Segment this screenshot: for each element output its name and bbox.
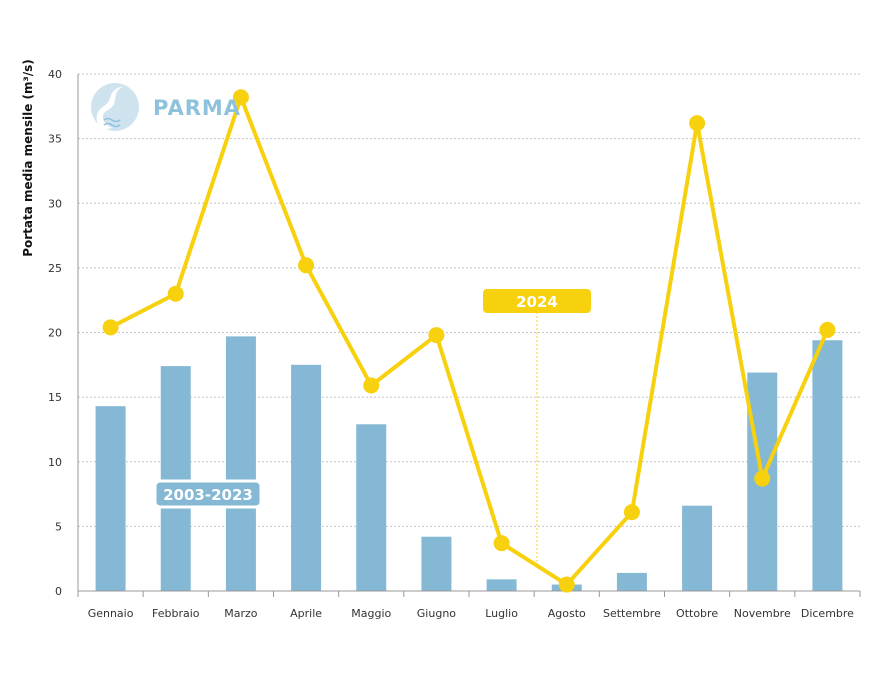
x-tick-label: Marzo bbox=[224, 607, 258, 620]
point-giugno bbox=[428, 327, 445, 344]
axes bbox=[77, 74, 861, 597]
line-2024 bbox=[109, 95, 830, 587]
x-tick-label: Giugno bbox=[417, 607, 457, 620]
bar-settembre bbox=[616, 572, 647, 591]
x-tick-label: Maggio bbox=[351, 607, 391, 620]
bar-febbraio bbox=[160, 366, 191, 591]
river-drop-icon bbox=[91, 83, 139, 131]
point-ottobre bbox=[689, 115, 706, 132]
legend-label-2003-2023: 2003-2023 bbox=[163, 486, 253, 504]
bar-luglio bbox=[486, 579, 517, 591]
x-tick-label: Dicembre bbox=[801, 607, 854, 620]
y-axis-label: Portata media mensile (m³/s) bbox=[21, 59, 35, 257]
y-tick-label: 15 bbox=[48, 391, 62, 404]
legend-badge-2024: 2024 bbox=[483, 289, 591, 563]
y-tick-label: 0 bbox=[55, 585, 62, 598]
y-tick-label: 10 bbox=[48, 456, 62, 469]
x-tick-labels: Gennaio Febbraio Marzo Aprile Maggio Giugno Lu… bbox=[88, 607, 854, 620]
point-agosto bbox=[558, 576, 575, 593]
y-tick-label: 30 bbox=[48, 197, 62, 210]
y-tick-label: 25 bbox=[48, 262, 62, 275]
point-novembre bbox=[754, 470, 771, 487]
point-maggio bbox=[363, 377, 380, 394]
point-dicembre bbox=[819, 321, 836, 338]
gridlines bbox=[78, 73, 860, 527]
logo-text: PARMA bbox=[153, 96, 241, 120]
y-tick-label: 40 bbox=[48, 68, 62, 81]
x-tick-label: Ottobre bbox=[676, 607, 718, 620]
bar-gennaio bbox=[95, 406, 126, 591]
line-series bbox=[102, 89, 836, 593]
x-tick-label: Agosto bbox=[548, 607, 586, 620]
bar-maggio bbox=[356, 424, 387, 591]
point-luglio bbox=[493, 535, 510, 552]
x-tick-label: Luglio bbox=[485, 607, 518, 620]
bar-dicembre bbox=[812, 340, 843, 591]
bar-marzo bbox=[225, 336, 256, 591]
y-tick-label: 20 bbox=[48, 327, 62, 340]
x-tick-label: Settembre bbox=[603, 607, 661, 620]
y-tick-label: 5 bbox=[55, 520, 62, 533]
y-tick-labels: 0 5 10 15 20 25 30 35 40 bbox=[48, 68, 62, 598]
bar-giugno bbox=[421, 536, 452, 591]
point-gennaio bbox=[102, 319, 119, 336]
y-tick-label: 35 bbox=[48, 133, 62, 146]
legend-badge-2003-2023: 2003-2023 bbox=[153, 479, 263, 509]
x-tick-label: Novembre bbox=[734, 607, 791, 620]
x-tick-label: Gennaio bbox=[88, 607, 134, 620]
point-febbraio bbox=[167, 285, 184, 302]
x-tick-label: Aprile bbox=[290, 607, 322, 620]
bar-aprile bbox=[291, 364, 322, 591]
bar-ottobre bbox=[682, 505, 713, 591]
bar-series bbox=[95, 336, 843, 591]
point-marzo bbox=[232, 89, 249, 106]
x-tick-label: Febbraio bbox=[152, 607, 200, 620]
logo: PARMA bbox=[91, 83, 241, 131]
point-settembre bbox=[623, 504, 640, 521]
legend-label-2024: 2024 bbox=[516, 293, 558, 311]
point-aprile bbox=[298, 257, 315, 274]
